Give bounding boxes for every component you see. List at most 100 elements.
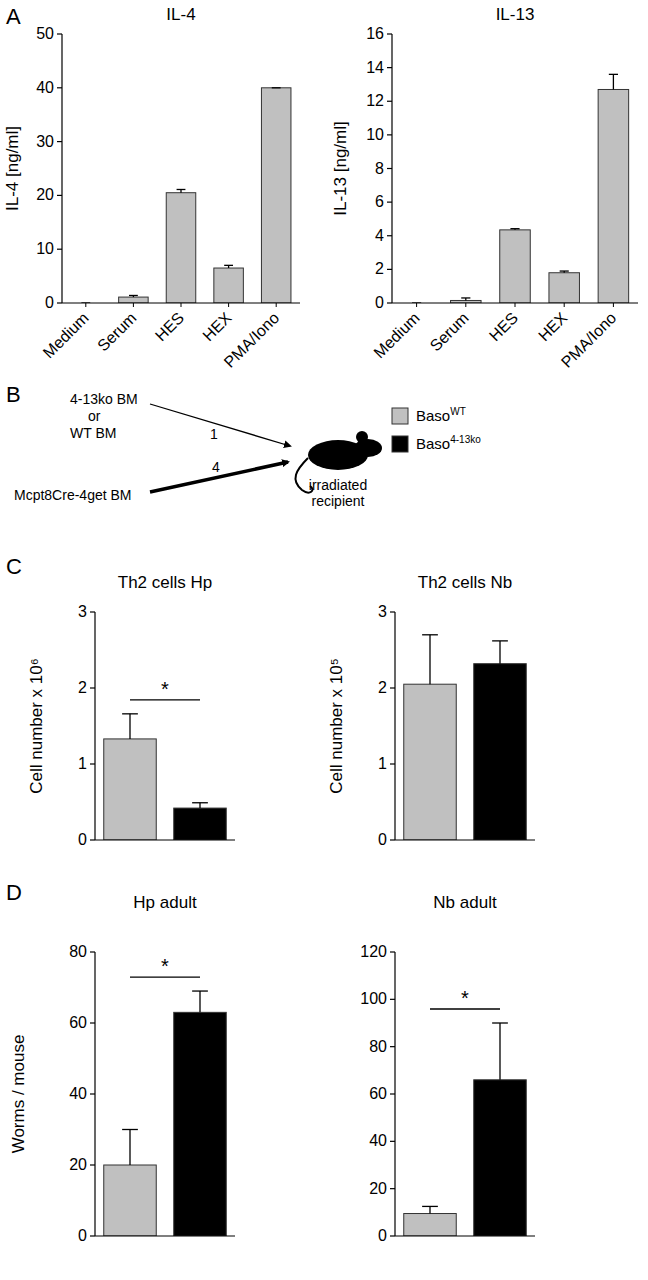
error-bar xyxy=(609,74,618,89)
error-bar xyxy=(510,229,519,230)
diagram: 4-13ko BMorWT BMMcpt8Cre-4get BM14irradi… xyxy=(14,391,481,509)
bar xyxy=(404,684,457,840)
chart-title: IL-13 xyxy=(496,5,535,24)
legend-superscript: WT xyxy=(450,406,466,417)
y-tick-label: 3 xyxy=(378,603,387,620)
y-tick xyxy=(90,1235,95,1236)
recipient-line: recipient xyxy=(312,493,365,509)
y-axis-label: IL-13 [ng/ml] xyxy=(331,121,350,216)
chart: IL-4IL-4 [ng/ml]01020304050MediumSerumHE… xyxy=(3,5,300,371)
y-axis xyxy=(394,612,395,840)
y-tick xyxy=(387,67,392,68)
error-bar xyxy=(224,265,233,268)
bar xyxy=(174,1012,227,1236)
marks xyxy=(404,1023,527,1236)
y-tick-label: 1 xyxy=(378,755,387,772)
error-cap xyxy=(609,74,618,75)
x-tick-label: HES xyxy=(152,309,187,344)
error-cap xyxy=(510,228,519,229)
x-tick xyxy=(228,303,229,307)
y-tick-label: 80 xyxy=(369,1038,387,1055)
y-tick-label: 100 xyxy=(360,990,387,1007)
panel-label: A xyxy=(6,4,21,29)
y-tick xyxy=(390,1235,395,1236)
y-tick xyxy=(57,87,62,88)
y-tick xyxy=(57,141,62,142)
error-bar xyxy=(422,1206,438,1213)
chart: Th2 cells NbCell number x 10⁵0123 xyxy=(327,573,535,848)
y-tick-label: 0 xyxy=(78,1227,87,1244)
marks xyxy=(81,88,291,303)
y-tick-label: 10 xyxy=(366,126,384,143)
error-bar xyxy=(422,635,438,684)
y-tick xyxy=(390,1093,395,1094)
x-axis xyxy=(95,1235,235,1236)
error-bar xyxy=(272,87,281,88)
error-line xyxy=(129,1130,130,1166)
error-bar xyxy=(461,298,470,301)
error-cap xyxy=(461,297,470,298)
y-tick-label: 3 xyxy=(78,603,87,620)
y-axis xyxy=(61,34,62,303)
error-cap xyxy=(422,634,438,635)
error-cap xyxy=(492,640,508,641)
y-tick xyxy=(390,763,395,764)
y-tick-label: 20 xyxy=(369,1180,387,1197)
y-tick-label: 40 xyxy=(36,79,54,96)
mouse-icon xyxy=(295,431,382,493)
error-line xyxy=(499,641,500,664)
y-tick-label: 2 xyxy=(375,260,384,277)
y-tick xyxy=(57,195,62,196)
legend-label: BasoWT xyxy=(416,406,466,424)
chart-title: Nb adult xyxy=(433,893,497,912)
y-tick-label: 0 xyxy=(378,1227,387,1244)
donor-label: WT BM xyxy=(70,425,116,441)
mouse-head xyxy=(354,439,382,457)
chart: Hp adultWorms / mouse020406080* xyxy=(9,893,235,1244)
y-tick xyxy=(390,1046,395,1047)
bar xyxy=(104,1165,157,1236)
y-tick-label: 20 xyxy=(36,186,54,203)
y-tick xyxy=(387,269,392,270)
y-tick-label: 0 xyxy=(45,294,54,311)
bar xyxy=(104,739,157,840)
y-tick xyxy=(90,1164,95,1165)
x-axis xyxy=(395,1235,535,1236)
y-tick xyxy=(390,611,395,612)
legend-swatch xyxy=(392,436,408,452)
error-cap xyxy=(122,713,138,714)
chart-title: Th2 cells Hp xyxy=(118,573,212,592)
x-tick-label: PMA/Iono xyxy=(221,309,283,371)
bar xyxy=(500,230,531,303)
y-tick xyxy=(390,1141,395,1142)
y-tick-label: 1 xyxy=(78,755,87,772)
panel-label: D xyxy=(6,880,22,905)
y-axis-label: Cell number x 10⁶ xyxy=(27,658,46,794)
x-tick xyxy=(564,303,565,307)
marks xyxy=(412,74,629,303)
y-tick-label: 60 xyxy=(69,1014,87,1031)
marks xyxy=(104,991,227,1236)
y-tick xyxy=(90,951,95,952)
legend-name: Baso xyxy=(416,407,450,424)
y-tick-label: 8 xyxy=(375,160,384,177)
y-tick-label: 0 xyxy=(378,831,387,848)
panel-label: C xyxy=(6,554,22,579)
bar xyxy=(166,193,196,303)
marks xyxy=(404,635,527,840)
y-tick xyxy=(390,687,395,688)
legend-superscript: 4-13ko xyxy=(450,434,481,445)
bar xyxy=(119,297,149,303)
bar xyxy=(598,89,629,303)
legend-label: Baso4-13ko xyxy=(416,434,481,452)
bar xyxy=(474,664,527,840)
y-tick-label: 80 xyxy=(69,943,87,960)
y-tick xyxy=(90,1022,95,1023)
legend-swatch xyxy=(392,408,408,424)
y-axis-label: IL-4 [ng/ml] xyxy=(3,126,22,211)
y-tick xyxy=(387,202,392,203)
y-tick xyxy=(90,1093,95,1094)
donor-label: 4-13ko BM xyxy=(70,391,138,407)
x-tick-label: Medium xyxy=(40,309,92,361)
y-tick xyxy=(390,999,395,1000)
